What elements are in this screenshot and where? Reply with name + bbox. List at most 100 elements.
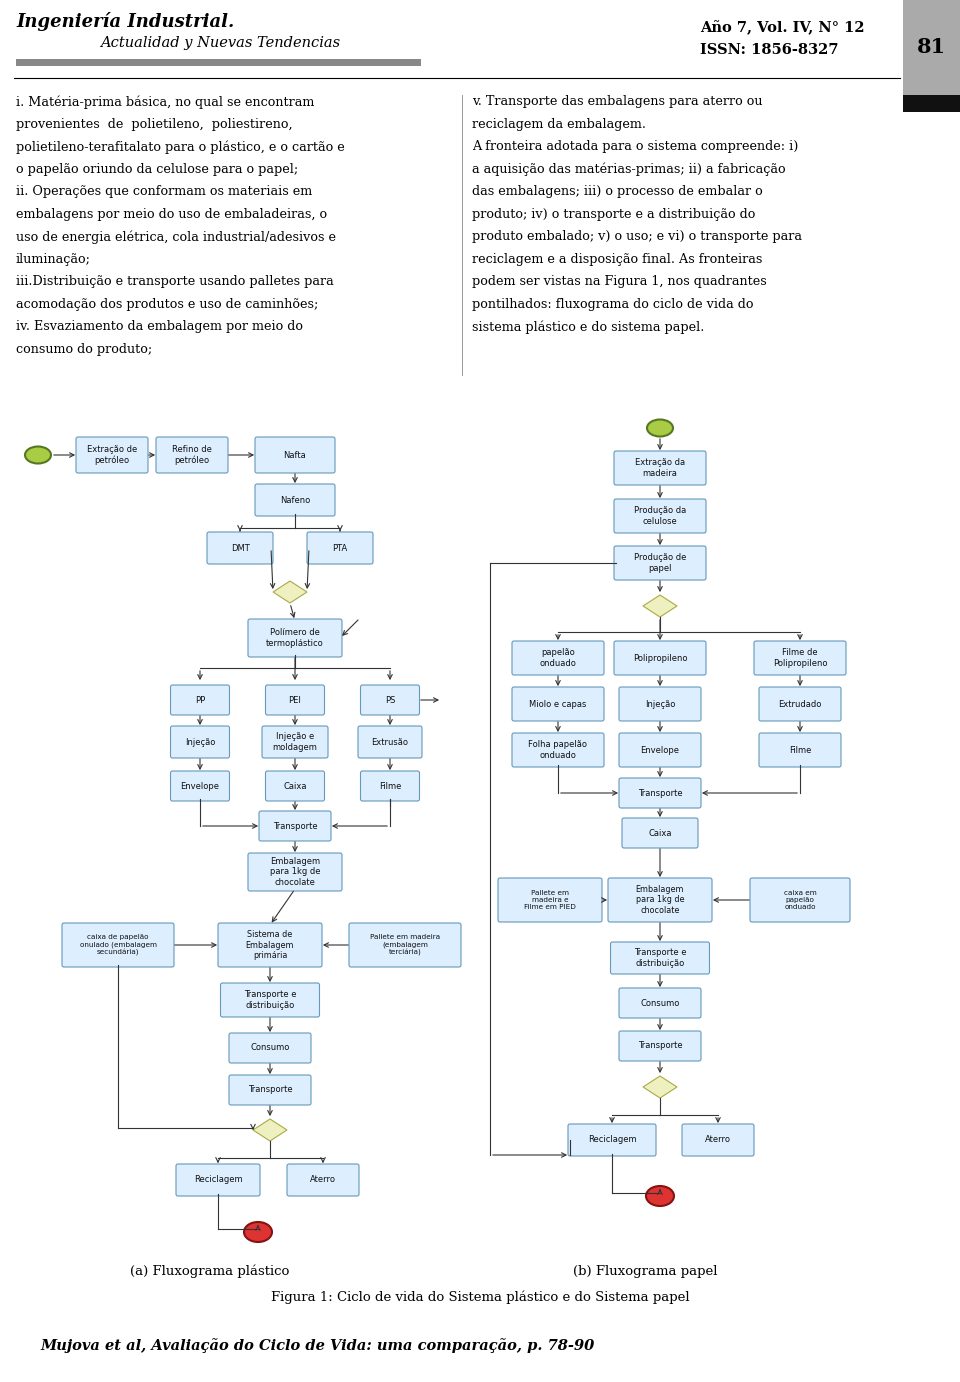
Text: Embalagem
para 1kg de
chocolate: Embalagem para 1kg de chocolate xyxy=(270,857,321,887)
Text: provenientes  de  polietileno,  poliestireno,: provenientes de polietileno, poliestiren… xyxy=(16,117,293,130)
Text: Reciclagem: Reciclagem xyxy=(194,1176,242,1184)
Text: a aquisição das matérias-primas; ii) a fabricação: a aquisição das matérias-primas; ii) a f… xyxy=(472,163,785,176)
Text: produto embalado; v) o uso; e vi) o transporte para: produto embalado; v) o uso; e vi) o tran… xyxy=(472,229,802,243)
Text: Pallete em madeira
(embalagem
terciária): Pallete em madeira (embalagem terciária) xyxy=(370,934,440,956)
FancyBboxPatch shape xyxy=(903,0,960,95)
Text: o papelão oriundo da celulose para o papel;: o papelão oriundo da celulose para o pap… xyxy=(16,163,299,176)
Text: Miolo e capas: Miolo e capas xyxy=(529,699,587,709)
FancyBboxPatch shape xyxy=(266,771,324,802)
Text: Extração de
petróleo: Extração de petróleo xyxy=(86,445,137,464)
Text: Envelope: Envelope xyxy=(180,781,220,791)
FancyBboxPatch shape xyxy=(248,619,342,656)
Text: PTA: PTA xyxy=(332,543,348,553)
FancyBboxPatch shape xyxy=(266,685,324,714)
Text: Envelope: Envelope xyxy=(640,745,680,755)
Text: Transporte e
distribuição: Transporte e distribuição xyxy=(244,991,297,1010)
Text: Transporte: Transporte xyxy=(637,1042,683,1050)
FancyBboxPatch shape xyxy=(754,641,846,674)
Text: Refino de
petróleo: Refino de petróleo xyxy=(172,445,212,464)
Text: polietileno-terafitalato para o plástico, e o cartão e: polietileno-terafitalato para o plástico… xyxy=(16,140,345,153)
Text: acomodação dos produtos e uso de caminhões;: acomodação dos produtos e uso de caminhõ… xyxy=(16,297,319,311)
Polygon shape xyxy=(643,1077,677,1099)
FancyBboxPatch shape xyxy=(229,1032,311,1063)
FancyBboxPatch shape xyxy=(307,532,373,564)
Text: Caixa: Caixa xyxy=(283,781,307,791)
Ellipse shape xyxy=(646,1186,674,1206)
FancyBboxPatch shape xyxy=(568,1124,656,1155)
Text: Consumo: Consumo xyxy=(251,1043,290,1053)
Text: A fronteira adotada para o sistema compreende: i): A fronteira adotada para o sistema compr… xyxy=(472,140,799,153)
Ellipse shape xyxy=(244,1222,272,1242)
Text: Transporte: Transporte xyxy=(273,821,318,831)
FancyBboxPatch shape xyxy=(619,1031,701,1061)
Text: pontilhados: fluxograma do ciclo de vida do: pontilhados: fluxograma do ciclo de vida… xyxy=(472,297,754,311)
FancyBboxPatch shape xyxy=(611,943,709,974)
FancyBboxPatch shape xyxy=(229,1075,311,1106)
FancyBboxPatch shape xyxy=(614,451,706,485)
FancyBboxPatch shape xyxy=(759,687,841,721)
FancyBboxPatch shape xyxy=(16,59,421,66)
FancyBboxPatch shape xyxy=(750,878,850,922)
FancyBboxPatch shape xyxy=(498,878,602,922)
Text: podem ser vistas na Figura 1, nos quadrantes: podem ser vistas na Figura 1, nos quadra… xyxy=(472,275,767,287)
Text: Injeção: Injeção xyxy=(645,699,675,709)
Text: PEI: PEI xyxy=(289,695,301,705)
Text: ISSN: 1856-8327: ISSN: 1856-8327 xyxy=(700,43,838,57)
FancyBboxPatch shape xyxy=(614,499,706,533)
Text: Polipropileno: Polipropileno xyxy=(633,654,687,662)
Text: Injeção: Injeção xyxy=(185,738,215,746)
FancyBboxPatch shape xyxy=(512,641,604,674)
Text: Aterro: Aterro xyxy=(310,1176,336,1184)
Text: PS: PS xyxy=(385,695,396,705)
Text: Nafta: Nafta xyxy=(283,451,306,459)
Text: papelão
onduado: papelão onduado xyxy=(540,648,576,668)
Text: produto; iv) o transporte e a distribuição do: produto; iv) o transporte e a distribuiç… xyxy=(472,207,756,221)
Text: Caixa: Caixa xyxy=(648,828,672,837)
FancyBboxPatch shape xyxy=(156,437,228,473)
FancyBboxPatch shape xyxy=(608,878,712,922)
Text: Consumo: Consumo xyxy=(640,999,680,1007)
Text: reciclagem e a disposição final. As fronteiras: reciclagem e a disposição final. As fron… xyxy=(472,253,762,265)
Text: caixa em
papelão
onduado: caixa em papelão onduado xyxy=(783,890,816,909)
FancyBboxPatch shape xyxy=(171,685,229,714)
Text: Ingeniería Industrial.: Ingeniería Industrial. xyxy=(16,12,234,30)
Ellipse shape xyxy=(647,420,673,437)
Text: Pallete em
madeira e
Filme em PIED: Pallete em madeira e Filme em PIED xyxy=(524,890,576,909)
Polygon shape xyxy=(273,580,307,603)
Text: Filme: Filme xyxy=(379,781,401,791)
Text: Sistema de
Embalagem
primária: Sistema de Embalagem primária xyxy=(246,930,295,960)
Text: Transporte e
distribuição: Transporte e distribuição xyxy=(634,948,686,967)
Text: Extrudado: Extrudado xyxy=(779,699,822,709)
FancyBboxPatch shape xyxy=(361,685,420,714)
FancyBboxPatch shape xyxy=(207,532,273,564)
Polygon shape xyxy=(253,1119,287,1142)
Text: Injeção e
moldagem: Injeção e moldagem xyxy=(273,732,318,752)
Text: Filme de
Polipropileno: Filme de Polipropileno xyxy=(773,648,828,668)
Text: (a) Fluxograma plástico: (a) Fluxograma plástico xyxy=(131,1265,290,1278)
FancyBboxPatch shape xyxy=(619,988,701,1019)
FancyBboxPatch shape xyxy=(171,771,229,802)
Polygon shape xyxy=(643,596,677,616)
Text: consumo do produto;: consumo do produto; xyxy=(16,343,152,355)
FancyBboxPatch shape xyxy=(255,437,335,473)
Text: iv. Esvaziamento da embalagem por meio do: iv. Esvaziamento da embalagem por meio d… xyxy=(16,321,303,333)
FancyBboxPatch shape xyxy=(619,778,701,808)
Text: 81: 81 xyxy=(917,37,946,57)
Text: Produção de
papel: Produção de papel xyxy=(634,553,686,572)
Text: v. Transporte das embalagens para aterro ou: v. Transporte das embalagens para aterro… xyxy=(472,95,762,108)
FancyBboxPatch shape xyxy=(221,983,320,1017)
FancyBboxPatch shape xyxy=(622,818,698,849)
Text: Reciclagem: Reciclagem xyxy=(588,1136,636,1144)
Text: Polímero de
termoplástico: Polímero de termoplástico xyxy=(266,629,324,648)
Ellipse shape xyxy=(25,446,51,463)
Text: caixa de papelão
onulado (embalagem
secundária): caixa de papelão onulado (embalagem secu… xyxy=(80,934,156,956)
FancyBboxPatch shape xyxy=(171,726,229,757)
Text: das embalagens; iii) o processo de embalar o: das embalagens; iii) o processo de embal… xyxy=(472,185,763,198)
FancyBboxPatch shape xyxy=(619,687,701,721)
FancyBboxPatch shape xyxy=(76,437,148,473)
Text: PP: PP xyxy=(195,695,205,705)
Text: DMT: DMT xyxy=(230,543,250,553)
Text: Transporte: Transporte xyxy=(637,789,683,797)
FancyBboxPatch shape xyxy=(512,732,604,767)
Text: iluminação;: iluminação; xyxy=(16,253,91,265)
